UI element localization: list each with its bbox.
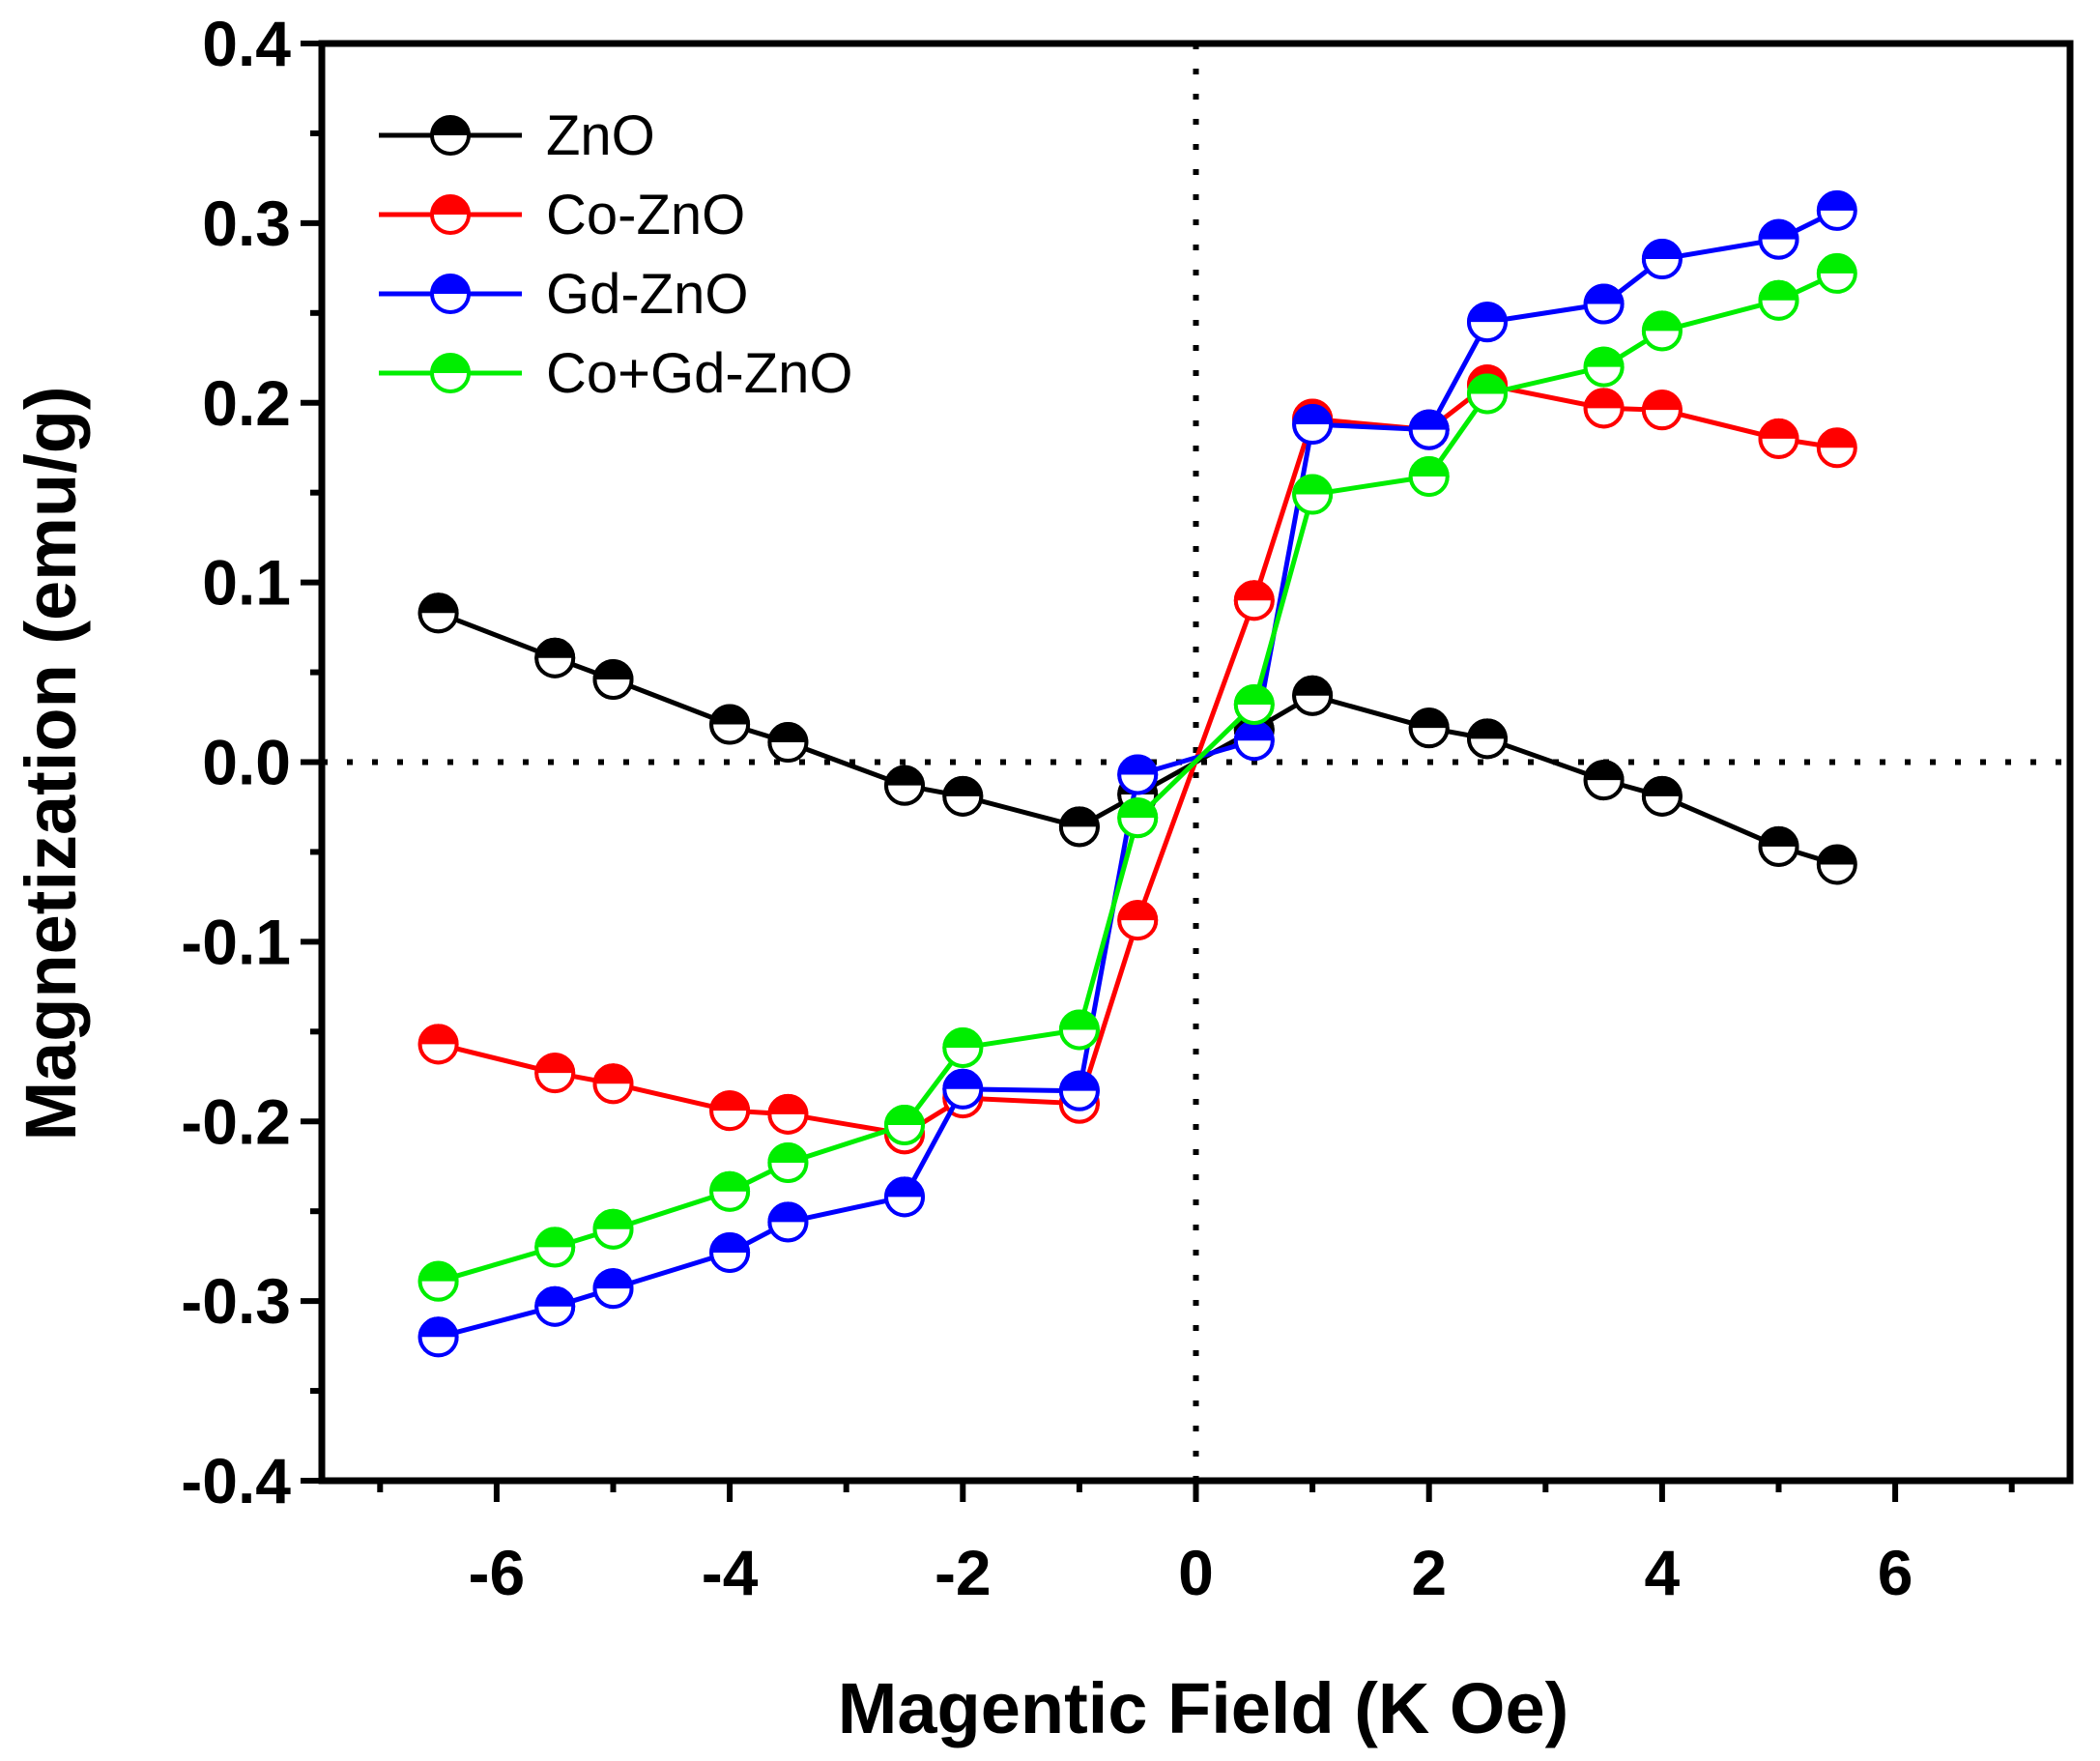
data-point-co-gd-zno (1758, 279, 1799, 321)
data-series (417, 189, 1857, 1358)
x-tick-label: -4 (702, 1537, 759, 1608)
data-point-gd-zno (1117, 754, 1159, 795)
data-point-co-gd-zno (417, 1260, 459, 1302)
data-point-co-zno (1117, 900, 1159, 941)
y-axis-title: Magnetization (emu/g) (11, 386, 91, 1140)
data-point-co-gd-zno (767, 1142, 809, 1184)
data-point-gd-zno (1641, 239, 1683, 280)
data-point-co-gd-zno (709, 1170, 751, 1212)
series-zno (417, 592, 1857, 885)
legend-marker (430, 194, 471, 235)
legend-marker (430, 115, 471, 156)
x-tick-label: -2 (935, 1537, 992, 1608)
data-point-zno (1641, 775, 1683, 817)
legend: ZnO Co-ZnO Gd-ZnO Co+Gd-ZnO (379, 104, 853, 405)
x-tick-label: -6 (469, 1537, 526, 1608)
data-point-zno (1816, 844, 1857, 885)
legend-marker (430, 274, 471, 314)
data-point-zno (534, 637, 576, 678)
legend-item-co-gd-zno: Co+Gd-ZnO (379, 342, 853, 405)
data-point-gd-zno (417, 1316, 459, 1358)
y-tick-label: 0.0 (202, 727, 291, 798)
data-point-gd-zno (884, 1176, 925, 1218)
y-tick-label: 0.4 (202, 8, 291, 79)
x-tick-label: 0 (1178, 1537, 1214, 1608)
data-point-co-gd-zno (592, 1208, 634, 1250)
series-co-gd-zno (417, 252, 1857, 1302)
data-point-gd-zno (1816, 189, 1857, 231)
data-point-zno (767, 722, 809, 764)
x-axis-title: Magentic Field (K Oe) (838, 1668, 1569, 1748)
data-point-co-zno (1816, 427, 1857, 469)
data-point-gd-zno (767, 1201, 809, 1243)
data-point-co-gd-zno (1816, 252, 1857, 294)
data-point-gd-zno (1758, 218, 1799, 260)
data-point-zno (1292, 675, 1334, 716)
series-gd-zno (417, 189, 1857, 1358)
legend-item-co-zno: Co-ZnO (379, 184, 745, 246)
x-tick-label: 4 (1645, 1537, 1681, 1608)
data-point-gd-zno (1233, 720, 1275, 762)
data-point-co-zno (592, 1063, 634, 1105)
data-point-co-zno (417, 1024, 459, 1065)
data-point-zno (592, 658, 634, 700)
data-point-gd-zno (592, 1268, 634, 1310)
data-point-co-zno (1641, 390, 1683, 431)
data-point-gd-zno (1408, 409, 1450, 450)
data-point-gd-zno (1583, 283, 1625, 325)
data-point-co-zno (709, 1090, 751, 1132)
data-point-co-gd-zno (1058, 1009, 1100, 1051)
legend-item-gd-zno: Gd-ZnO (379, 263, 749, 326)
data-point-co-zno (534, 1053, 576, 1094)
y-tick-label: -0.3 (181, 1265, 291, 1337)
y-tick-label: 0.3 (202, 188, 291, 259)
data-point-co-gd-zno (942, 1027, 984, 1069)
data-point-co-zno (1583, 388, 1625, 429)
y-tick-label: -0.4 (181, 1445, 291, 1516)
axis-labels: Magentic Field (K Oe) Magnetization (emu… (11, 386, 1568, 1748)
data-point-co-gd-zno (1233, 684, 1275, 726)
legend-item-zno: ZnO (379, 104, 655, 167)
data-point-zno (1583, 760, 1625, 801)
legend-label: ZnO (546, 104, 655, 167)
data-point-zno (1467, 718, 1508, 760)
data-point-co-gd-zno (884, 1104, 925, 1145)
data-point-co-zno (767, 1093, 809, 1135)
data-point-co-gd-zno (534, 1227, 576, 1268)
legend-marker (430, 353, 471, 393)
y-tick-label: 0.1 (202, 547, 291, 619)
axis-ticks: -6 -4 -2 0 2 4 6 -0.4 -0.3 -0.2 -0.1 0.0 0.1 0.2 0.3 0.… (181, 8, 2015, 1608)
data-point-co-zno (1758, 418, 1799, 459)
x-tick-label: 2 (1411, 1537, 1447, 1608)
data-point-gd-zno (534, 1285, 576, 1327)
data-point-co-gd-zno (1467, 373, 1508, 415)
legend-label: Gd-ZnO (546, 263, 749, 326)
y-tick-label: -0.2 (181, 1085, 291, 1157)
x-tick-label: 6 (1878, 1537, 1913, 1608)
data-point-zno (1408, 707, 1450, 749)
data-point-co-gd-zno (1292, 474, 1334, 515)
data-point-gd-zno (1292, 404, 1334, 446)
legend-label: Co-ZnO (546, 184, 745, 246)
data-point-zno (1058, 806, 1100, 848)
data-point-co-gd-zno (1117, 797, 1159, 839)
data-point-zno (417, 592, 459, 634)
data-point-zno (942, 775, 984, 817)
data-point-co-gd-zno (1408, 455, 1450, 497)
data-point-gd-zno (709, 1231, 751, 1273)
y-tick-label: 0.2 (202, 367, 291, 439)
data-point-co-zno (1233, 580, 1275, 621)
data-point-co-gd-zno (1641, 310, 1683, 352)
data-point-co-gd-zno (1583, 346, 1625, 388)
data-point-zno (884, 765, 925, 806)
data-point-gd-zno (942, 1068, 984, 1110)
y-tick-label: -0.1 (181, 906, 291, 977)
data-point-zno (709, 704, 751, 745)
data-point-gd-zno (1467, 302, 1508, 343)
data-point-zno (1758, 825, 1799, 867)
legend-label: Co+Gd-ZnO (546, 342, 853, 405)
data-point-gd-zno (1058, 1070, 1100, 1111)
